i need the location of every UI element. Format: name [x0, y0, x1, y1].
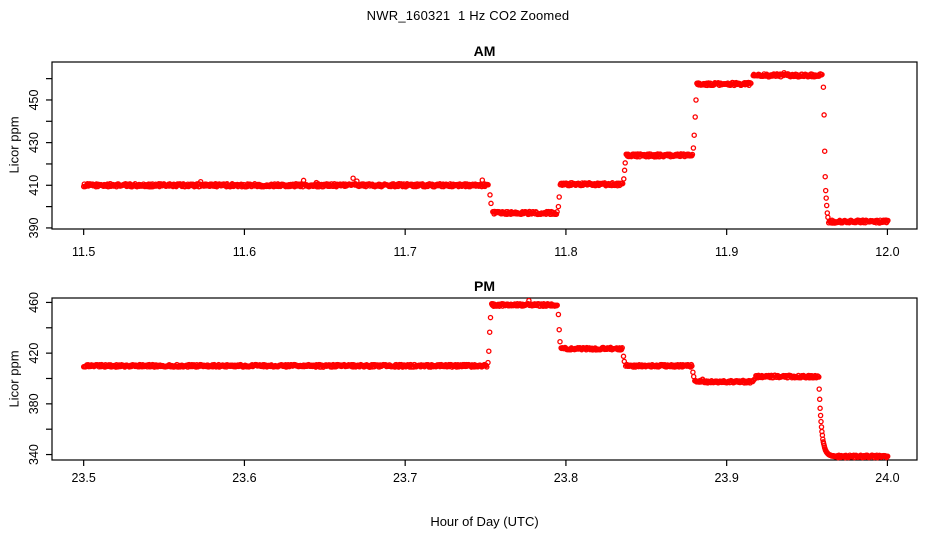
pm-tick-labels: 23.5 23.6 23.7 23.8 23.9 24.0 340 380 420 460	[27, 292, 900, 485]
pm-x-tick-label: 24.0	[875, 471, 899, 485]
am-x-tick-label: 12.0	[875, 245, 899, 259]
am-tick-labels: 11.5 11.6 11.7 11.8 11.9 12.0 390 410 430 450	[27, 89, 900, 259]
am-x-tick-label: 11.7	[393, 245, 416, 259]
pm-x-tick-label: 23.8	[554, 471, 578, 485]
pm-x-tick-label: 23.6	[232, 471, 256, 485]
x-axis-label: Hour of Day (UTC)	[430, 514, 539, 529]
pm-y-tick-label: 380	[27, 393, 41, 414]
pm-data-points	[80, 297, 891, 461]
am-x-tick-label: 11.6	[233, 245, 256, 259]
pm-y-tick-label: 460	[27, 292, 41, 313]
am-axes	[46, 61, 918, 235]
am-y-tick-label: 450	[27, 89, 41, 110]
pm-panel-title: PM	[474, 278, 495, 294]
am-data-points	[80, 69, 891, 226]
am-y-axis-label: Licor ppm	[6, 116, 22, 174]
pm-x-tick-label: 23.5	[71, 471, 95, 485]
am-y-tick-label: 430	[27, 132, 41, 153]
pm-axes	[46, 297, 918, 466]
page-title: NWR_160321 1 Hz CO2 Zoomed	[366, 8, 570, 23]
pm-x-tick-label: 23.9	[714, 471, 738, 485]
am-x-tick-label: 11.9	[715, 245, 738, 259]
pm-x-tick-label: 23.7	[393, 471, 417, 485]
pm-y-axis-label: Licor ppm	[6, 350, 22, 408]
pm-y-tick-label: 340	[27, 444, 41, 465]
am-panel-title: AM	[473, 43, 496, 59]
am-x-tick-label: 11.8	[554, 245, 577, 259]
am-y-tick-label: 390	[27, 217, 41, 238]
am-y-tick-label: 410	[27, 175, 41, 196]
pm-y-tick-label: 420	[27, 343, 41, 364]
am-plot-frame	[51, 61, 918, 230]
am-x-tick-label: 11.5	[72, 245, 95, 259]
